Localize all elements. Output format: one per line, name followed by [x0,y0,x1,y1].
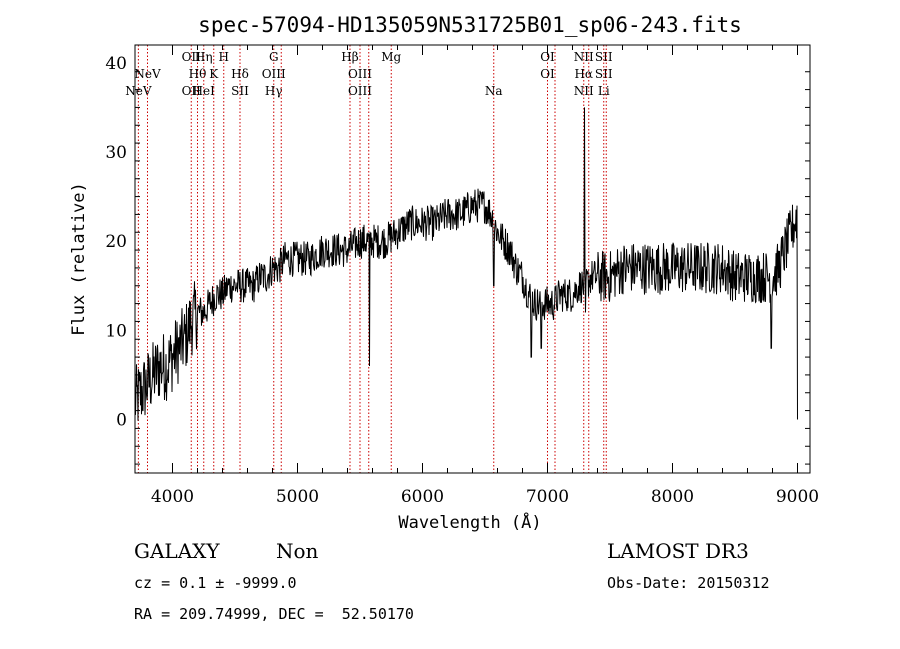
y-tick-label: 40 [105,54,127,74]
y-tick-label: 10 [105,321,127,341]
line-label: OII [182,84,202,98]
line-label: Hα [574,67,593,81]
x-tick-label: 6000 [401,487,444,507]
obs-date: Obs-Date: 20150312 [607,574,770,592]
line-label: Hη [195,50,213,64]
spectrum-line [134,107,798,421]
line-label: SII [231,84,249,98]
line-label: Hβ [341,50,358,64]
y-tick-label: 20 [105,232,127,252]
y-tick-label: 0 [116,411,127,431]
line-label: NeV [125,84,152,98]
line-label: K [209,67,219,81]
line-label: H [219,50,229,64]
line-label: Hδ [231,67,249,81]
y-axis-label: Flux (relative) [69,182,89,336]
line-label: SII [595,50,613,64]
line-label: Hθ [189,67,207,81]
line-label: OIII [262,67,286,81]
line-label: NII [574,84,594,98]
x-tick-label: 8000 [651,487,694,507]
line-label: SII [595,67,613,81]
redshift-line: cz = 0.1 ± -9999.0 [134,574,297,592]
line-label: G [269,50,279,64]
x-tick-label: 5000 [276,487,319,507]
line-label: HeI [193,84,216,98]
chart-title: spec-57094-HD135059N531725B01_sp06-243.f… [198,13,742,37]
line-label: OI [540,67,555,81]
line-label: Li [598,84,610,98]
x-tick-label: 4000 [151,487,194,507]
line-label: Na [485,84,503,98]
object-subclass: Non [276,539,319,563]
survey-name: LAMOST DR3 [607,539,749,563]
line-label: OIII [348,67,372,81]
object-class: GALAXY [134,539,220,563]
x-tick-label: 9000 [776,487,819,507]
line-label: NeV [134,67,161,81]
x-tick-label: 7000 [526,487,569,507]
line-label: OIII [348,84,372,98]
y-tick-label: 30 [105,143,127,163]
line-label: Hγ [265,84,283,98]
line-label: Mg [381,50,401,64]
line-label: NII [574,50,594,64]
coordinates: RA = 209.74999, DEC = 52.50170 [134,605,414,623]
x-axis-label: Wavelength (Å) [398,511,541,533]
line-label: OI [540,50,555,64]
line-label: OII [182,50,202,64]
